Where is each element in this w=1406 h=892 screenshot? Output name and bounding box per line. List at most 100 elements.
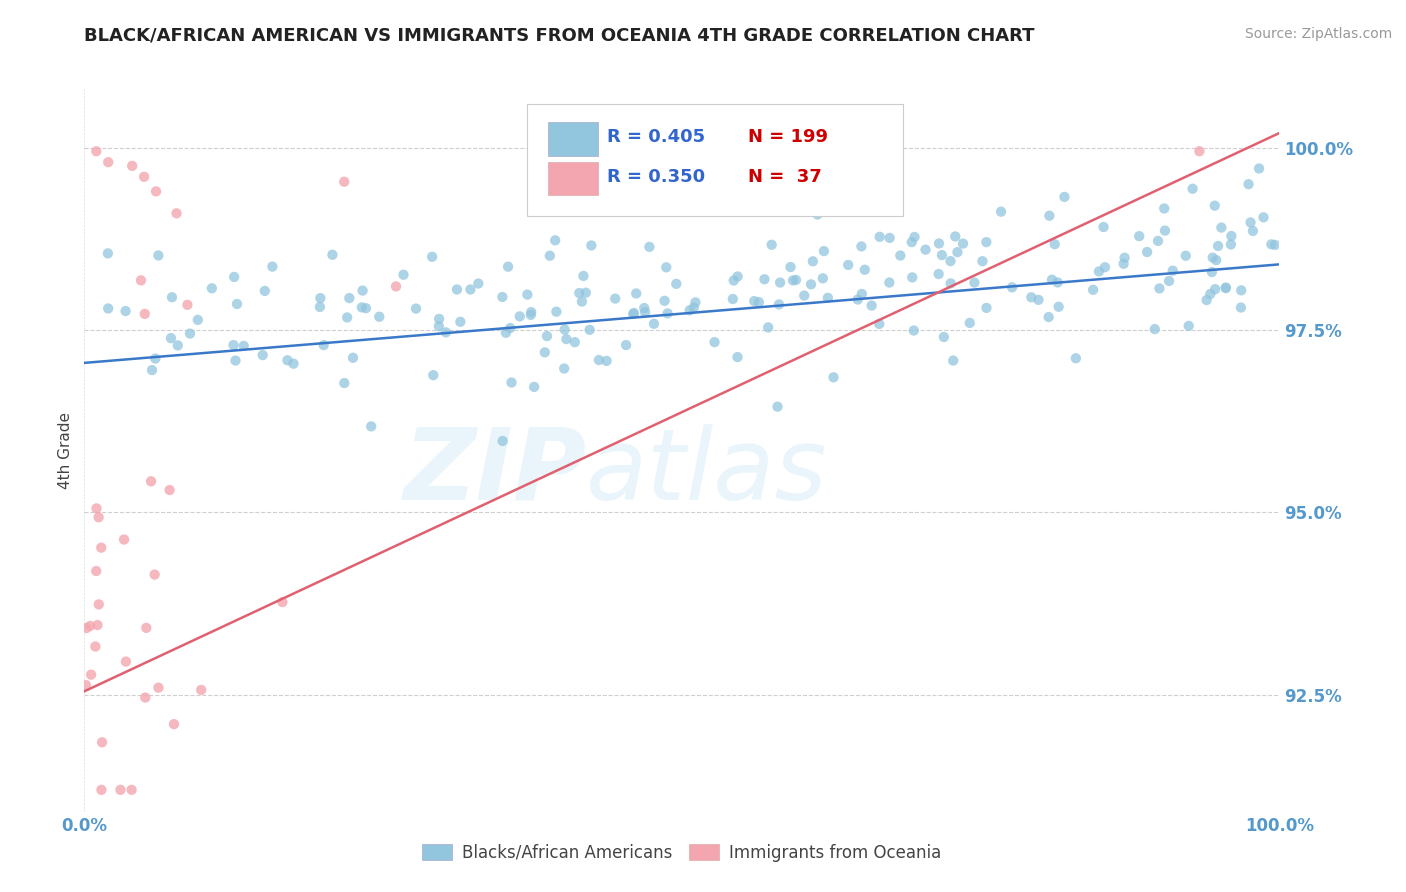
Point — [679, 303, 702, 318]
Point — [976, 235, 998, 249]
Point — [163, 717, 186, 731]
Point — [222, 338, 245, 352]
Point — [224, 353, 246, 368]
Point — [179, 326, 201, 341]
Point — [520, 305, 543, 319]
Point — [321, 248, 343, 262]
Point — [900, 235, 922, 249]
Point — [1230, 301, 1253, 315]
Point — [112, 533, 135, 547]
Point — [621, 307, 644, 321]
Point — [638, 240, 661, 254]
Point — [555, 332, 578, 346]
Point — [761, 237, 783, 252]
Point — [1174, 249, 1197, 263]
Point — [572, 268, 595, 283]
Point — [932, 330, 955, 344]
Point — [143, 567, 166, 582]
Point — [748, 295, 770, 310]
Point — [756, 320, 779, 334]
Point — [766, 400, 789, 414]
Point — [501, 376, 523, 390]
Point — [939, 277, 962, 291]
Point — [782, 273, 804, 287]
Point — [869, 229, 891, 244]
Point — [536, 329, 558, 343]
Point — [1253, 211, 1275, 225]
Point — [546, 304, 568, 318]
Point — [434, 326, 457, 340]
Point — [1204, 282, 1226, 296]
Point — [336, 310, 359, 325]
Point — [1114, 251, 1136, 265]
Point — [1143, 322, 1166, 336]
Point — [262, 260, 284, 274]
Point — [91, 735, 114, 749]
Point — [595, 354, 617, 368]
Point — [159, 483, 181, 497]
Point — [959, 316, 981, 330]
Point — [187, 313, 209, 327]
Point — [942, 353, 965, 368]
Point — [368, 310, 391, 324]
Point — [952, 236, 974, 251]
Point — [499, 321, 522, 335]
Point — [1181, 182, 1204, 196]
Point — [139, 475, 162, 489]
Point — [134, 690, 156, 705]
Point — [1215, 280, 1237, 294]
Point — [491, 290, 513, 304]
Point — [75, 678, 97, 692]
Point — [160, 331, 183, 345]
Point — [166, 206, 188, 220]
Point — [145, 185, 167, 199]
Point — [685, 295, 707, 310]
Point — [581, 238, 603, 252]
Point — [495, 326, 517, 340]
Point — [276, 353, 298, 368]
Point — [79, 619, 101, 633]
Point — [1204, 199, 1226, 213]
Point — [449, 315, 471, 329]
Point — [1088, 264, 1111, 278]
Point — [846, 293, 869, 307]
Point — [727, 269, 749, 284]
Point — [201, 281, 224, 295]
Point — [657, 306, 679, 320]
Point — [90, 541, 112, 555]
Point — [1001, 280, 1024, 294]
Point — [253, 284, 276, 298]
Point — [742, 293, 765, 308]
Point — [723, 273, 745, 287]
Point — [633, 301, 655, 315]
Point — [115, 655, 138, 669]
Point — [901, 270, 924, 285]
Point — [1264, 238, 1286, 252]
Point — [360, 419, 382, 434]
FancyBboxPatch shape — [527, 103, 903, 216]
Point — [129, 273, 152, 287]
Point — [564, 335, 586, 350]
Point — [754, 272, 776, 286]
Point — [1177, 318, 1199, 333]
Point — [1094, 260, 1116, 275]
Point — [312, 338, 335, 352]
Point — [97, 155, 120, 169]
Point — [1038, 209, 1060, 223]
Point — [1128, 229, 1150, 244]
Point — [914, 243, 936, 257]
Point — [520, 308, 543, 322]
Point — [114, 304, 136, 318]
Point — [1206, 239, 1229, 253]
Point — [1149, 281, 1171, 295]
Point — [853, 262, 876, 277]
Point — [623, 306, 645, 320]
Point — [1220, 229, 1243, 244]
Point — [605, 292, 627, 306]
Point — [946, 245, 969, 260]
Point — [460, 283, 482, 297]
Point — [571, 294, 593, 309]
Point — [903, 324, 925, 338]
Point — [1081, 283, 1104, 297]
Point — [1028, 293, 1050, 307]
